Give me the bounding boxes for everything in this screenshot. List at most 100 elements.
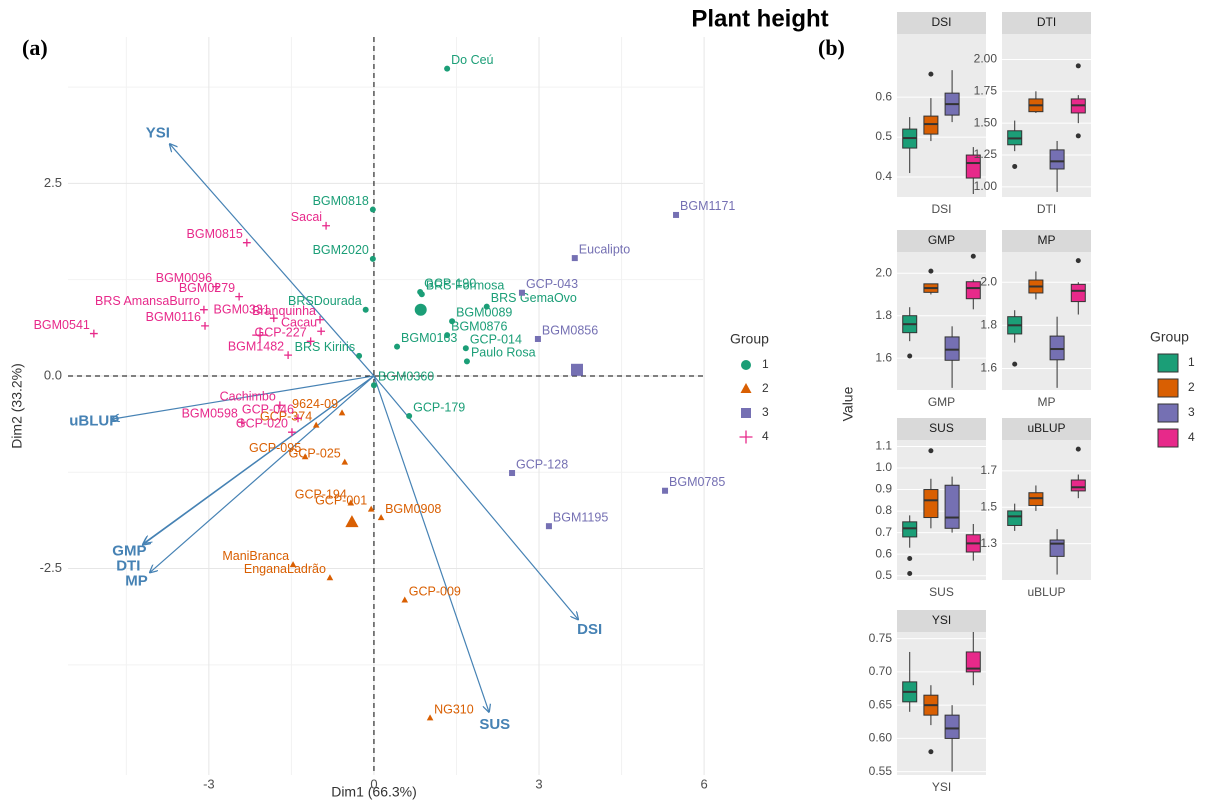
point-label: GCP-194 — [295, 487, 347, 501]
point-label: GCP-020 — [236, 416, 288, 430]
point-label: Cacau — [281, 316, 317, 330]
point — [377, 514, 385, 521]
point — [462, 345, 469, 352]
point — [545, 523, 552, 530]
y-tick-label: 1.75 — [974, 83, 998, 97]
facet-panel — [1002, 34, 1091, 197]
facet-strip — [897, 610, 986, 632]
point-label: BGM1482 — [228, 339, 284, 353]
point-label: BGM0089 — [456, 306, 512, 320]
legend-key — [741, 408, 751, 418]
facet-panel — [897, 440, 986, 580]
legend-key — [1157, 378, 1179, 398]
point-label: GCP-046 — [242, 403, 294, 417]
x-tick-label: GMP — [928, 395, 955, 409]
point — [288, 428, 296, 437]
figure-title: Plant height — [691, 5, 828, 32]
y-tick-label: 2.0 — [875, 265, 892, 279]
y-axis-title: Value — [840, 386, 856, 421]
outlier — [907, 555, 913, 561]
outlier — [1075, 133, 1081, 139]
loading-arrow — [170, 144, 375, 377]
point — [322, 221, 330, 230]
point-label: BGM0598 — [182, 406, 238, 420]
y-tick-label: 0.4 — [875, 169, 892, 183]
point-label: GCP-095 — [249, 441, 301, 455]
legend-label: 2 — [762, 381, 769, 395]
point-label: BRS AmansaBurro — [95, 294, 200, 308]
point — [449, 318, 456, 325]
x-tick-label: 3 — [535, 776, 542, 791]
outlier — [907, 571, 913, 577]
y-tick-label: 1.0 — [875, 460, 892, 474]
facet-strip — [1002, 418, 1091, 440]
panel-label: (b) — [818, 35, 845, 60]
y-tick-label: 0.6 — [875, 546, 892, 560]
point-label: BGM0360 — [378, 369, 434, 383]
box — [1070, 283, 1086, 303]
point — [301, 453, 309, 460]
box — [902, 521, 918, 538]
y-tick-label: 1.5 — [980, 499, 997, 513]
facet-panel — [1002, 440, 1091, 580]
point — [444, 332, 451, 339]
point-label: Paulo Rosa — [471, 346, 536, 360]
y-tick-label: 2.0 — [980, 274, 997, 288]
legend-label: 4 — [762, 429, 769, 443]
loading-label: uBLUP — [69, 412, 119, 429]
panel-label: (a) — [22, 35, 48, 60]
facet-strip — [897, 12, 986, 34]
facet-strip — [1002, 230, 1091, 252]
point-label: Sacai — [291, 210, 322, 224]
point-label: BGM0815 — [187, 227, 243, 241]
point-label: GCP-025 — [289, 447, 341, 461]
point — [269, 314, 278, 323]
point-label: BGM1171 — [680, 199, 735, 213]
loading-arrow — [373, 375, 489, 712]
y-tick-label: 2.5 — [44, 175, 62, 190]
loading-arrow — [143, 375, 375, 545]
point — [369, 255, 376, 262]
y-tick-label: 1.3 — [980, 536, 997, 550]
box — [1049, 149, 1065, 170]
point — [237, 418, 246, 427]
x-tick-label: 0 — [370, 776, 377, 791]
point-label: BGM0096 — [156, 271, 212, 285]
point — [518, 289, 525, 296]
y-tick-label: 0.65 — [869, 697, 893, 711]
point — [362, 306, 369, 313]
y-tick-label: 1.6 — [875, 350, 892, 364]
outlier — [928, 268, 934, 274]
box — [1007, 510, 1023, 526]
point — [509, 470, 516, 477]
point-label: BGM0856 — [542, 323, 598, 337]
box — [1049, 539, 1065, 557]
x-tick-label: 6 — [700, 776, 707, 791]
x-axis-title: Dim1 (66.3%) — [331, 784, 417, 800]
legend-label: 2 — [1188, 380, 1195, 394]
box — [923, 489, 939, 519]
point-label: BRS Formosa — [426, 279, 505, 293]
box — [944, 484, 960, 529]
point — [662, 487, 669, 494]
point — [284, 351, 293, 360]
point-label: GCP-190 — [424, 276, 476, 290]
point — [369, 206, 376, 213]
y-tick-label: -2.5 — [40, 560, 62, 575]
point-label: GCP-128 — [516, 457, 568, 471]
y-tick-label: 0.6 — [875, 89, 892, 103]
point-label: BGM0785 — [669, 475, 725, 489]
outlier — [907, 353, 913, 359]
point — [242, 238, 251, 247]
y-tick-label: 1.8 — [980, 317, 997, 331]
loading-label: YSI — [146, 125, 170, 142]
legend-key — [740, 383, 752, 393]
facet-strip-label: SUS — [929, 421, 954, 435]
point — [401, 596, 409, 603]
point-label: BGM0116 — [146, 310, 201, 324]
point — [673, 211, 680, 218]
facet-strip-label: GMP — [928, 233, 955, 247]
point — [326, 574, 334, 581]
point — [89, 329, 98, 338]
point — [212, 282, 220, 291]
